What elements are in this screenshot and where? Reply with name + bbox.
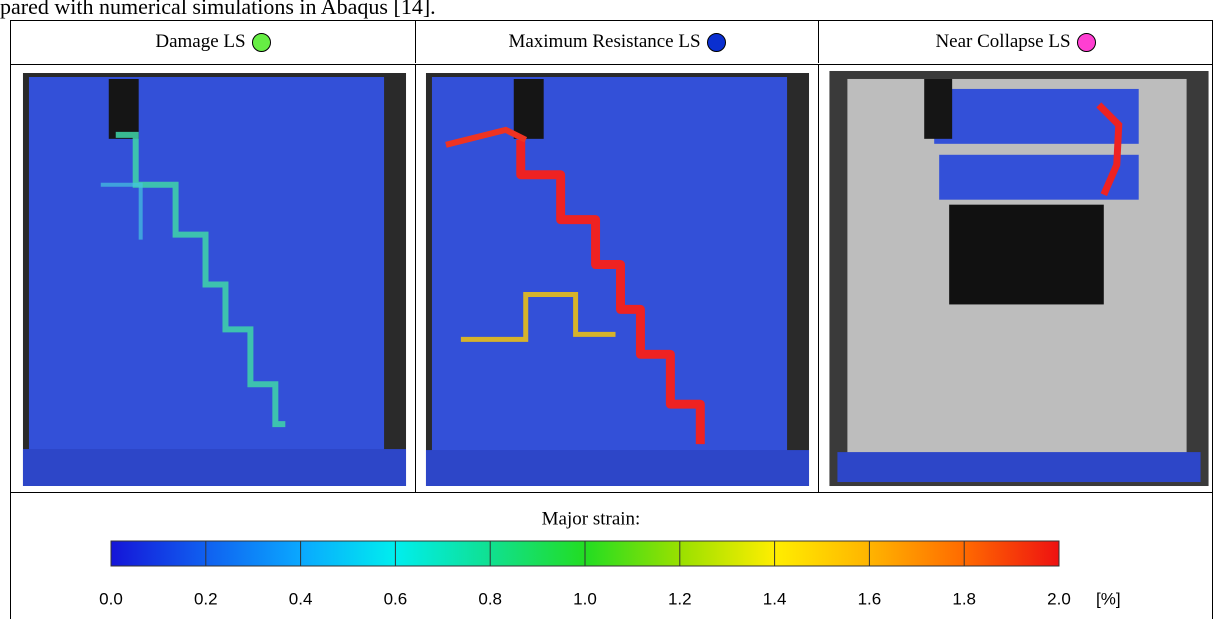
- colorbar-legend: Major strain: [%] 0.0 0.2 0.4 0.6 0.8 1.0 1.2 1…: [11, 493, 1212, 620]
- ls-marker: [1077, 33, 1096, 52]
- colorbar-tick-label: 1.6: [858, 589, 882, 608]
- legend-unit: [%]: [1096, 589, 1121, 608]
- column-header: Maximum Resistance LS: [416, 21, 819, 63]
- colorbar-tick-label: 0.0: [99, 589, 123, 608]
- colorbar-tick-label: 0.4: [289, 589, 313, 608]
- colorbar-tick-label: 2.0: [1047, 589, 1071, 608]
- ls-marker: [707, 33, 726, 52]
- colorbar-tick-label: 1.4: [763, 589, 787, 608]
- column-header: Damage LS: [11, 21, 416, 63]
- caption-fragment: pared with numerical simulations in Abaq…: [0, 0, 436, 20]
- strain-photo: [11, 64, 416, 492]
- legend-title: Major strain:: [542, 508, 641, 529]
- strain-photo: [416, 64, 819, 492]
- ls-marker: [252, 33, 271, 52]
- colorbar-tick-label: 0.2: [194, 589, 218, 608]
- header-label: Maximum Resistance LS: [508, 31, 700, 53]
- colorbar-tick-label: 0.6: [384, 589, 408, 608]
- strain-photo: [819, 64, 1212, 492]
- colorbar-tick-label: 1.8: [952, 589, 976, 608]
- figure-table: Damage LS Maximum Resistance LS Near Col…: [10, 20, 1213, 619]
- header-label: Near Collapse LS: [935, 31, 1070, 53]
- header-label: Damage LS: [155, 31, 245, 53]
- colorbar-tick-label: 0.8: [478, 589, 502, 608]
- column-header: Near Collapse LS: [819, 21, 1212, 63]
- colorbar-tick-label: 1.0: [573, 589, 597, 608]
- page: pared with numerical simulations in Abaq…: [0, 0, 1215, 619]
- colorbar-tick-label: 1.2: [668, 589, 692, 608]
